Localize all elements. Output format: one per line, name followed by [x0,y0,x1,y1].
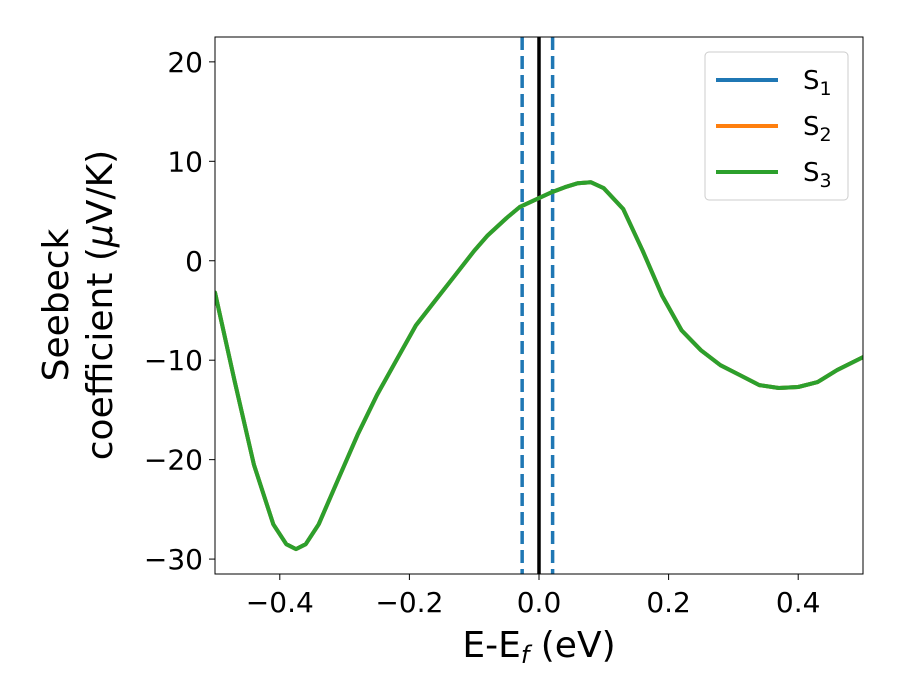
x-axis-ticks: −0.4 −0.2 0.0 0.2 0.4 [246,574,821,619]
y-axis-ticks: −30 −20 −10 0 10 20 [144,46,215,576]
y-tick-label: −10 [144,344,203,377]
y-tick-label: 20 [167,46,203,79]
legend-label-S1: S1 [803,66,832,100]
series-lines [215,180,863,552]
legend-label-S2: S2 [803,112,832,146]
x-tick-label: −0.2 [375,586,443,619]
y-axis-label: Seebeck coefficient (μV/K) [36,150,121,460]
y-tick-label: −30 [144,543,203,576]
y-tick-label: 0 [185,245,203,278]
x-tick-label: 0.0 [517,586,562,619]
y-tick-label: −20 [144,444,203,477]
x-tick-label: −0.4 [246,586,314,619]
legend-label-S3: S3 [803,158,832,192]
series-line-S3 [215,180,863,552]
vertical-lines [520,37,555,574]
y-tick-label: 10 [167,145,203,178]
x-tick-label: 0.4 [776,586,821,619]
y-axis-label-line2: coefficient (μV/K) [80,150,121,460]
x-axis-label: E-Ef (eV) [462,625,615,669]
y-axis-label-line1: Seebeck [36,228,77,381]
x-tick-label: 0.2 [646,586,691,619]
legend: S1 S2 S3 [704,51,849,201]
